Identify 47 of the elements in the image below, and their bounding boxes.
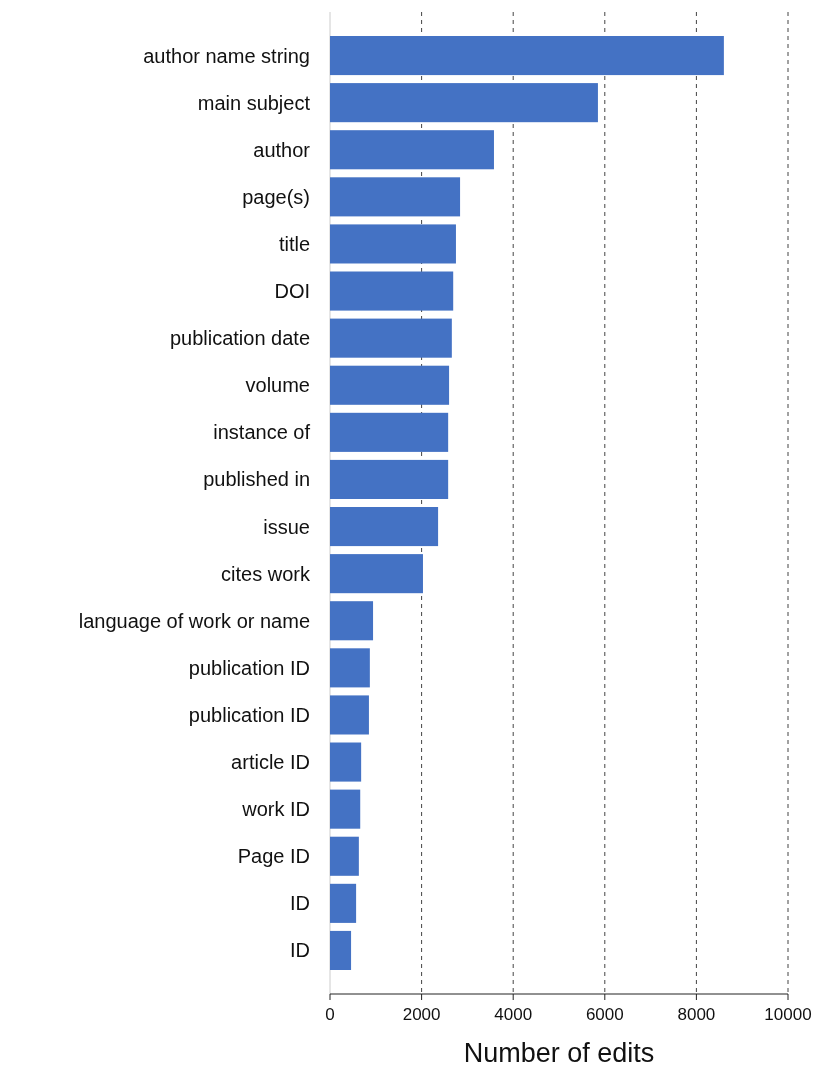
y-tick-label: publication ID: [188, 703, 310, 726]
bar: [330, 695, 369, 735]
bar: [330, 271, 454, 311]
bar: [330, 177, 461, 217]
bar: [330, 930, 352, 970]
bar: [330, 130, 494, 170]
y-tick-label: volume: [245, 374, 310, 397]
x-tick-label: 10000: [764, 1005, 812, 1024]
bar: [330, 318, 452, 358]
bar: [330, 601, 374, 641]
y-tick-label: author name string: [143, 44, 310, 67]
y-tick-label: ID: [290, 892, 310, 915]
bar: [330, 554, 423, 594]
x-tick-label: 2000: [402, 1005, 441, 1024]
y-tick-label: ID: [290, 939, 310, 962]
bar: [330, 507, 439, 547]
bar: [330, 224, 456, 264]
x-tick-label: 6000: [585, 1005, 624, 1024]
y-tick-label: instance of: [213, 421, 311, 444]
y-tick-label: published in: [203, 468, 310, 491]
y-tick-label: language of work or name: [78, 609, 310, 632]
bar: [330, 742, 362, 782]
y-tick-label: title: [278, 232, 310, 255]
bar: [330, 83, 598, 123]
y-tick-label: publication date: [169, 327, 310, 350]
x-tick-label: 8000: [677, 1005, 716, 1024]
x-tick-label: 4000: [494, 1005, 533, 1024]
y-tick-label: cites work: [221, 562, 311, 585]
y-tick-label: author: [253, 138, 311, 161]
x-axis-title: Number of edits: [463, 1038, 655, 1068]
bar: [330, 36, 724, 76]
bar: [330, 459, 449, 499]
y-tick-label: publication ID: [188, 656, 310, 679]
y-tick-label: page(s): [242, 185, 310, 208]
bar: [330, 789, 361, 829]
y-tick-label: DOI: [274, 280, 310, 303]
y-tick-label: issue: [263, 515, 310, 538]
bar: [330, 648, 370, 688]
bar: [330, 365, 450, 405]
bar: [330, 836, 359, 876]
y-tick-label: article ID: [231, 751, 310, 774]
bar: [330, 883, 357, 923]
x-tick-label: 0: [325, 1005, 335, 1024]
y-tick-label: work ID: [241, 798, 310, 821]
y-tick-label: Page ID: [237, 845, 310, 868]
y-tick-label: main subject: [197, 91, 311, 114]
bar: [330, 412, 449, 452]
